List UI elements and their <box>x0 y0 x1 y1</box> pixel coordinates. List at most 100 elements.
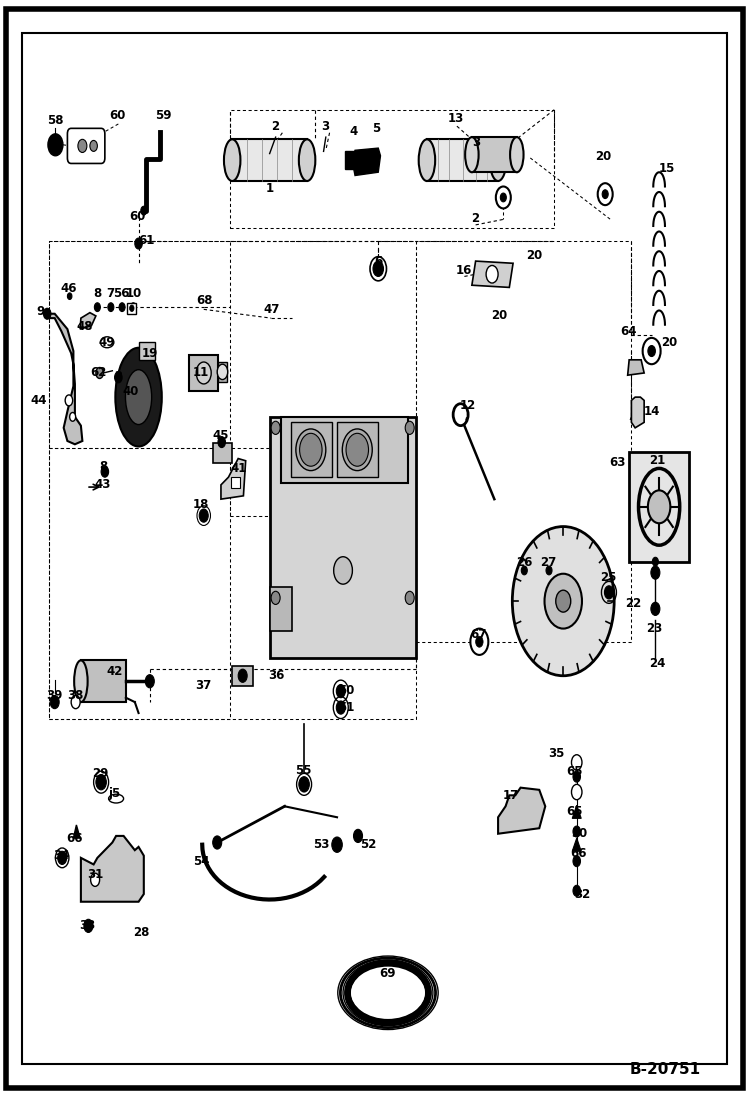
FancyBboxPatch shape <box>67 128 105 163</box>
Text: 38: 38 <box>67 689 83 702</box>
Bar <box>281 417 408 483</box>
Text: 21: 21 <box>649 454 665 467</box>
Bar <box>629 452 689 562</box>
Circle shape <box>299 777 309 792</box>
Text: 47: 47 <box>264 303 280 316</box>
Circle shape <box>130 303 136 312</box>
Text: 32: 32 <box>574 887 590 901</box>
Polygon shape <box>628 360 644 375</box>
Text: 46: 46 <box>61 282 77 295</box>
Text: 42: 42 <box>106 665 123 678</box>
Circle shape <box>65 395 73 406</box>
Polygon shape <box>81 836 144 902</box>
Polygon shape <box>472 261 513 287</box>
Bar <box>218 362 227 382</box>
Polygon shape <box>498 788 545 834</box>
Bar <box>427 139 498 181</box>
Text: 20: 20 <box>526 249 542 262</box>
Text: 2: 2 <box>272 120 279 133</box>
Text: 8: 8 <box>99 460 108 473</box>
Circle shape <box>96 774 106 790</box>
Bar <box>337 422 378 477</box>
Circle shape <box>91 873 100 886</box>
Text: 62: 62 <box>91 366 107 380</box>
Text: 15: 15 <box>659 162 676 176</box>
Ellipse shape <box>224 139 240 181</box>
Text: 49: 49 <box>99 336 115 349</box>
Circle shape <box>604 586 613 599</box>
Circle shape <box>145 675 154 688</box>
Circle shape <box>571 784 582 800</box>
Text: 51: 51 <box>338 701 354 714</box>
Circle shape <box>571 755 582 770</box>
Text: 44: 44 <box>31 394 47 407</box>
Circle shape <box>67 293 72 299</box>
Text: 30: 30 <box>571 827 588 840</box>
Ellipse shape <box>351 968 425 1018</box>
Circle shape <box>43 308 51 319</box>
Text: 60: 60 <box>130 210 146 223</box>
Circle shape <box>546 566 552 575</box>
Circle shape <box>405 421 414 434</box>
Text: 37: 37 <box>195 679 212 692</box>
Circle shape <box>300 433 322 466</box>
Bar <box>213 443 232 463</box>
Text: 55: 55 <box>295 764 312 777</box>
Circle shape <box>648 490 670 523</box>
Text: 20: 20 <box>491 309 508 323</box>
Circle shape <box>70 412 76 421</box>
Circle shape <box>115 372 122 383</box>
Text: 20: 20 <box>595 150 612 163</box>
Text: 12: 12 <box>459 399 476 412</box>
Polygon shape <box>572 805 581 818</box>
Circle shape <box>196 362 211 384</box>
Circle shape <box>573 826 580 837</box>
Text: 1: 1 <box>266 182 273 195</box>
Text: 69: 69 <box>379 966 395 980</box>
Text: 33: 33 <box>79 919 96 932</box>
Text: 63: 63 <box>609 456 625 470</box>
Text: 41: 41 <box>230 462 246 475</box>
Text: 5: 5 <box>372 122 380 135</box>
Bar <box>231 477 240 488</box>
Polygon shape <box>47 314 82 444</box>
Circle shape <box>346 433 369 466</box>
Text: 3: 3 <box>473 136 480 149</box>
Text: 58: 58 <box>47 114 64 127</box>
Bar <box>270 417 416 658</box>
Text: 26: 26 <box>516 556 533 569</box>
Ellipse shape <box>109 794 124 803</box>
Circle shape <box>271 421 280 434</box>
Ellipse shape <box>125 370 151 425</box>
Text: 34: 34 <box>53 849 70 862</box>
Polygon shape <box>352 148 380 176</box>
Text: 60: 60 <box>109 109 126 122</box>
Circle shape <box>651 566 660 579</box>
Circle shape <box>108 303 114 312</box>
Circle shape <box>405 591 414 604</box>
Text: 31: 31 <box>87 868 103 881</box>
Circle shape <box>71 695 80 709</box>
Text: 65: 65 <box>566 805 583 818</box>
Text: 24: 24 <box>649 657 665 670</box>
Circle shape <box>141 206 147 215</box>
Bar <box>81 660 126 702</box>
Bar <box>232 666 253 686</box>
Text: 22: 22 <box>625 597 641 610</box>
Text: 50: 50 <box>338 683 354 697</box>
Text: 27: 27 <box>540 556 557 569</box>
Text: 40: 40 <box>123 385 139 398</box>
Circle shape <box>271 591 280 604</box>
Text: 48: 48 <box>76 320 93 333</box>
Circle shape <box>545 574 582 629</box>
Text: 14: 14 <box>643 405 660 418</box>
Circle shape <box>101 466 109 477</box>
Circle shape <box>476 636 483 647</box>
Circle shape <box>521 566 527 575</box>
Text: 2: 2 <box>471 212 479 225</box>
Circle shape <box>573 885 580 896</box>
Circle shape <box>336 701 345 714</box>
Circle shape <box>643 338 661 364</box>
Circle shape <box>58 851 67 864</box>
Text: 53: 53 <box>313 838 330 851</box>
